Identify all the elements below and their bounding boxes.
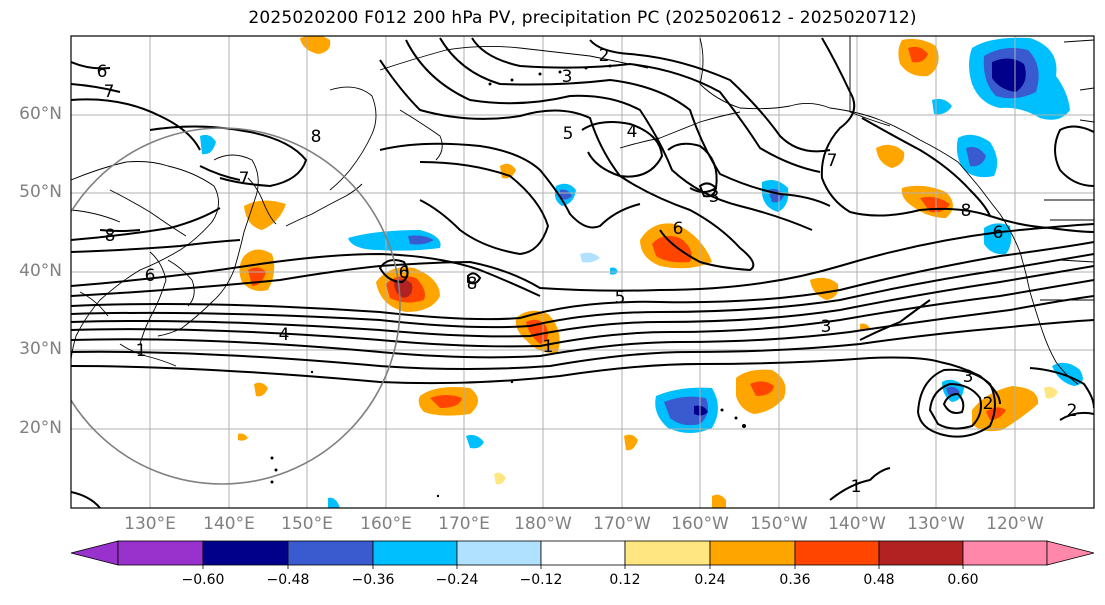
lat-label: 30°N [19,339,62,359]
colorbar-bin [709,540,796,566]
contour-label: 6 [399,263,410,283]
pv-contours [71,37,1094,508]
region-circle [71,127,401,485]
contour-label: 2 [983,394,994,414]
lon-label: 160°E [360,514,412,534]
colorbar-tick: 0.36 [779,572,811,588]
contour-label: 5 [615,288,626,308]
map-frame [70,35,1095,509]
contour-label-group: 6 7 8 6 1 4 7 8 6 8 2 3 4 5 3 6 5 7 3 8 … [97,46,1078,497]
lon-label: 160°W [671,514,729,534]
contour-label: 6 [993,223,1004,243]
colorbar-tick: −0.48 [266,572,310,588]
contour-label: 3 [821,317,832,337]
contour-label: 7 [239,169,250,189]
colorbar-bin [372,540,458,566]
lon-label: 130°W [907,514,965,534]
lat-label: 60°N [19,104,62,124]
lon-label: 180°W [514,514,572,534]
coastlines [71,36,1094,385]
contour-label: 4 [627,122,638,142]
contour-label: 8 [105,226,116,246]
colorbar [70,540,1095,569]
lat-label: 50°N [19,182,62,202]
lon-label: 170°E [438,514,490,534]
contour-label: 8 [311,127,322,147]
colorbar-tick: −0.36 [351,572,395,588]
contour-label: 7 [104,82,115,102]
lon-label: 170°W [593,514,651,534]
contour-label: 3 [963,367,974,387]
colorbar-bin [202,540,289,566]
colorbar-tick: 0.24 [694,572,726,588]
colorbar-bin [962,540,1048,566]
lon-label: 140°E [203,514,255,534]
colorbar-bin [456,540,542,566]
colorbar-bin [117,540,204,566]
colorbar-bin [794,540,880,566]
colorbar-tick: −0.60 [181,572,225,588]
lon-label: 120°W [986,514,1044,534]
contour-label: 4 [279,325,290,345]
contour-label: 1 [136,341,147,361]
positive-precip-areas [238,36,1058,508]
contour-label: 6 [673,219,684,239]
colorbar-bin [287,540,374,566]
lat-label: 40°N [19,261,62,281]
lon-label: 150°W [750,514,808,534]
contour-label: 3 [709,187,720,207]
lon-label: 150°E [281,514,333,534]
lat-label: 20°N [19,418,62,438]
colorbar-extend-high [1046,540,1095,566]
colorbar-extend-low [70,540,119,566]
colorbar-tick: −0.12 [519,572,563,588]
contour-label: 1 [543,337,554,357]
lon-label: 140°W [828,514,886,534]
contour-label: 8 [961,201,972,221]
contour-label: 6 [97,62,108,82]
contour-label: 6 [145,266,156,286]
map-title: 2025020200 F012 200 hPa PV, precipitatio… [248,8,917,28]
contour-label: 3 [562,67,573,87]
lon-label: 130°E [124,514,176,534]
contour-label: 7 [827,151,838,171]
colorbar-tick: 0.60 [947,572,979,588]
contour-label: 1 [851,477,862,497]
colorbar-tick: 0.12 [609,572,641,588]
contour-label: 5 [563,124,574,144]
colorbar-bin [878,540,964,566]
colorbar-tick: 0.48 [863,572,895,588]
colorbar-bin [540,540,626,566]
colorbar-bin [624,540,711,566]
contour-label: 8 [467,274,478,294]
contour-label: 2 [1067,401,1078,421]
contour-label: 2 [599,46,610,66]
colorbar-tick: −0.24 [435,572,479,588]
